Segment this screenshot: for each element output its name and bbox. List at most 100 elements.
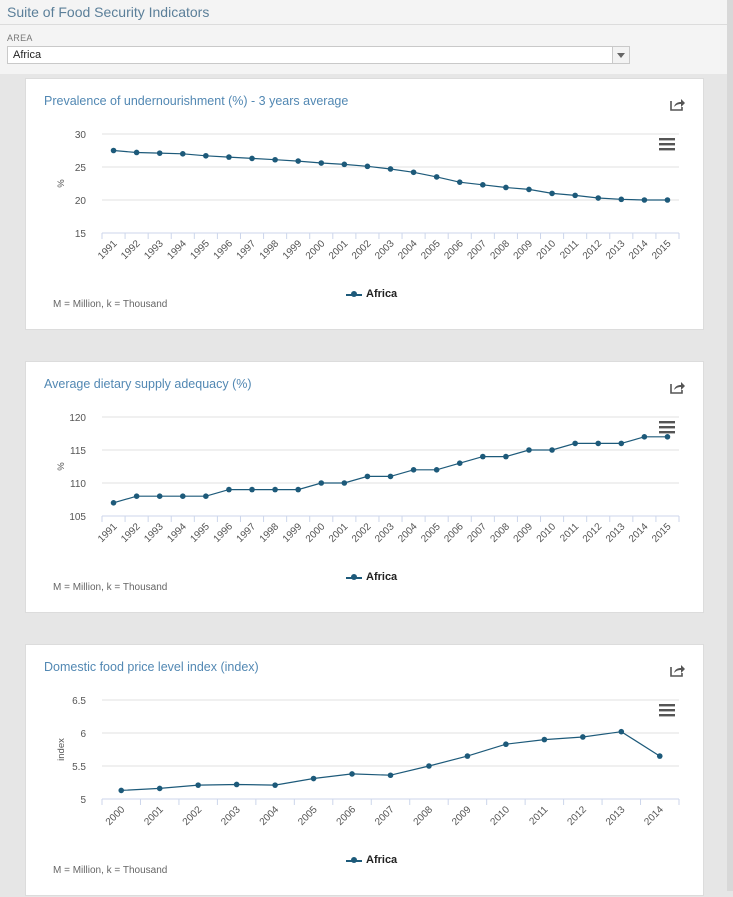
x-tick-label: 1997 <box>235 238 259 262</box>
data-point <box>426 763 432 769</box>
hamburger-menu-icon[interactable] <box>659 420 675 434</box>
x-tick-label: 1993 <box>142 238 166 262</box>
data-point <box>656 753 663 759</box>
data-point <box>410 169 417 176</box>
area-label: AREA <box>7 33 33 43</box>
data-point <box>226 486 232 493</box>
chart-legend[interactable]: Africa <box>346 854 397 866</box>
data-point <box>341 480 348 486</box>
x-tick-label: 1991 <box>96 521 120 545</box>
data-point <box>110 500 117 506</box>
series-line <box>121 731 661 791</box>
data-point <box>310 775 317 782</box>
y-tick-label: 115 <box>70 446 86 457</box>
y-axis-label: % <box>56 179 67 188</box>
data-point <box>387 166 394 172</box>
x-tick-label: 2002 <box>181 804 205 828</box>
data-point <box>433 467 440 473</box>
x-tick-label: 2002 <box>350 521 374 545</box>
data-point <box>503 184 509 191</box>
data-point <box>118 787 125 794</box>
chart-title: Prevalence of undernourishment (%) - 3 y… <box>44 94 349 108</box>
area-select[interactable]: Africa <box>7 46 630 64</box>
x-tick-label: 1992 <box>119 238 143 262</box>
x-tick-label: 2012 <box>581 238 605 262</box>
x-tick-label: 1996 <box>212 521 236 545</box>
x-tick-label: 1998 <box>258 238 282 262</box>
data-point <box>456 179 463 185</box>
y-tick-label: 120 <box>69 413 86 424</box>
data-point <box>272 486 278 493</box>
x-tick-label: 2007 <box>465 521 489 545</box>
chart-legend[interactable]: Africa <box>346 571 397 583</box>
data-point <box>480 453 486 460</box>
data-point <box>295 158 301 164</box>
data-point <box>595 440 602 447</box>
x-tick-label: 2003 <box>373 521 397 545</box>
x-tick-label: 1997 <box>235 521 259 545</box>
chart-panel-food-price-index: 5 5.5 6 6.5 2000 2001 2002 2003 2004 2005 2006 2007… <box>25 644 704 896</box>
data-point <box>133 149 140 156</box>
data-point <box>464 753 471 759</box>
x-tick-label: 2001 <box>142 804 166 828</box>
data-point <box>572 192 578 199</box>
share-icon[interactable] <box>670 97 686 111</box>
x-tick-label: 2006 <box>442 238 466 262</box>
x-tick-label: 1994 <box>165 238 189 262</box>
x-tick-label: 2000 <box>104 804 128 828</box>
hamburger-menu-icon[interactable] <box>659 703 675 717</box>
series-line <box>113 436 668 504</box>
x-tick-label: 2005 <box>296 804 320 828</box>
data-point <box>318 160 325 166</box>
y-tick-label: 30 <box>75 130 87 141</box>
data-point <box>580 734 586 740</box>
data-point <box>387 772 394 779</box>
share-icon[interactable] <box>670 663 686 677</box>
x-tick-label: 2015 <box>650 521 674 545</box>
y-tick-label: 15 <box>75 229 87 240</box>
x-tick-label: 1993 <box>142 521 166 545</box>
x-tick-label: 1999 <box>281 521 305 545</box>
filter-header: Suite of Food Security Indicators AREA A… <box>0 0 728 74</box>
x-tick-label: 2010 <box>535 521 559 545</box>
chart-panel-undernourishment: 15 20 25 30 1991 1992 1993 1994 1995 1996 1997 1998… <box>25 78 704 330</box>
chart-footnote: M = Million, k = Thousand <box>53 582 168 593</box>
data-point <box>272 782 278 788</box>
data-point <box>572 440 578 447</box>
share-icon[interactable] <box>670 380 686 394</box>
y-tick-label: 5 <box>80 795 86 806</box>
y-axis-label: index <box>56 738 67 761</box>
food-price-index-line-chart: 5 5.5 6 6.5 2000 2001 2002 2003 2004 2005 2006 2007… <box>56 696 680 828</box>
data-point <box>456 460 463 466</box>
x-tick-label: 2004 <box>258 804 282 828</box>
legend-item-label: Africa <box>366 288 398 300</box>
x-tick-label: 2014 <box>627 238 651 262</box>
x-tick-label: 2006 <box>335 804 359 828</box>
app-title: Suite of Food Security Indicators <box>7 4 210 20</box>
undernourishment-line-chart: 15 20 25 30 1991 1992 1993 1994 1995 1996 1997 1998… <box>56 130 680 262</box>
x-tick-label: 2015 <box>650 238 674 262</box>
series-line <box>113 149 668 201</box>
x-tick-label: 2003 <box>373 238 397 262</box>
page-scrollbar[interactable] <box>727 0 733 891</box>
data-point <box>341 161 348 168</box>
chart-title: Average dietary supply adequacy (%) <box>44 377 252 391</box>
x-tick-label: 2001 <box>327 521 351 545</box>
x-tick-label: 2011 <box>558 521 581 544</box>
x-tick-label: 2008 <box>489 521 513 545</box>
chart-legend[interactable]: Africa <box>346 288 397 300</box>
area-select-value: Africa <box>13 49 42 61</box>
data-point <box>349 771 355 777</box>
y-tick-label: 6.5 <box>72 696 86 707</box>
data-point <box>179 151 186 157</box>
y-tick-label: 6 <box>80 729 86 740</box>
data-point <box>503 741 509 748</box>
data-point <box>203 152 209 159</box>
data-point <box>664 434 671 440</box>
chevron-down-icon[interactable] <box>612 47 629 63</box>
data-point <box>364 473 371 480</box>
legend-line-marker <box>346 572 362 582</box>
hamburger-menu-icon[interactable] <box>659 137 675 151</box>
data-point <box>595 195 602 201</box>
data-point <box>549 190 555 197</box>
